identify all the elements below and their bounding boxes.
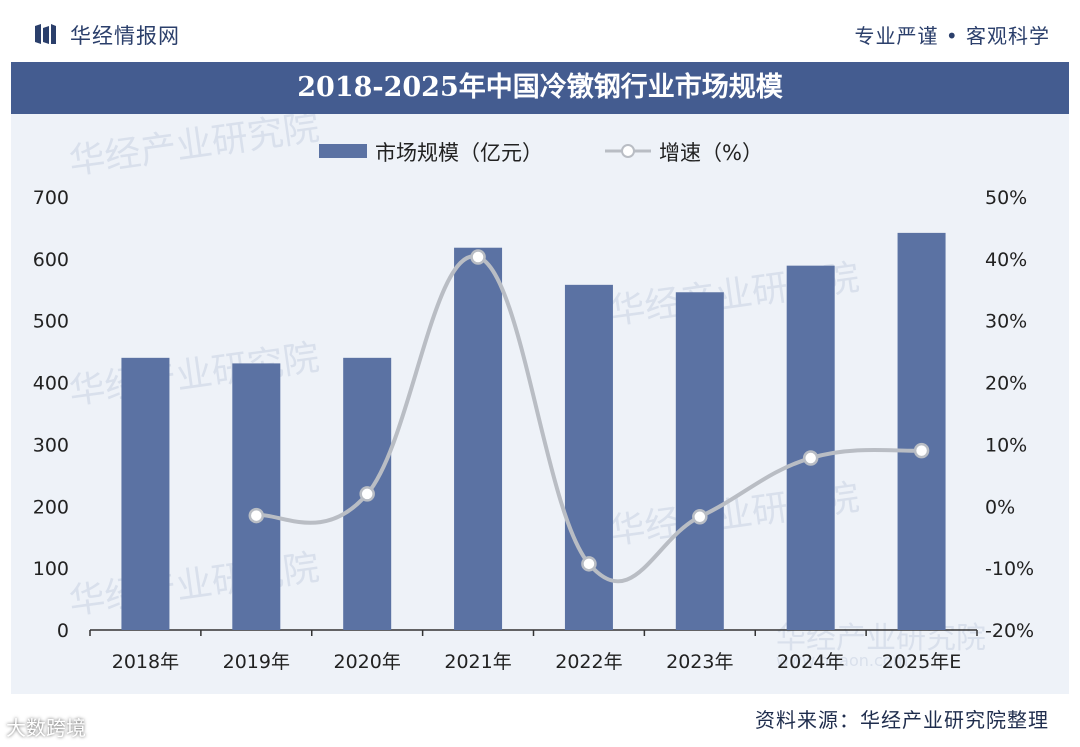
growth-point: [359, 486, 375, 502]
y-left-tick-label: 0: [57, 620, 69, 642]
watermark-text: 华经产业研究院: [67, 547, 322, 623]
y-left-tick-label: 100: [33, 558, 69, 580]
growth-point: [692, 509, 708, 525]
market-size-bar: [564, 284, 613, 630]
x-category-label: 2022年: [555, 651, 622, 673]
x-category-label: 2023年: [666, 651, 733, 673]
chart-title: 2018-2025年中国冷镦钢行业市场规模: [297, 72, 783, 103]
y-left-tick-label: 300: [33, 434, 69, 456]
y-right-tick-label: 30%: [985, 311, 1027, 333]
watermark-url: www.huaon.com: [776, 651, 908, 670]
watermark-text: 华经产业研究院: [67, 337, 322, 413]
market-size-bar: [786, 265, 835, 630]
market-size-bar: [675, 292, 724, 630]
x-category-label: 2024年: [777, 651, 844, 673]
y-left-tick-label: 400: [33, 373, 69, 395]
y-left-tick-label: 700: [33, 187, 69, 209]
x-category-label: 2018年: [112, 651, 179, 673]
y-right-tick-label: -20%: [985, 620, 1034, 642]
market-size-bar: [232, 363, 281, 630]
y-right-tick-label: -10%: [985, 558, 1034, 580]
growth-point: [581, 556, 597, 572]
market-size-bar: [121, 357, 170, 630]
x-category-label: 2020年: [334, 651, 401, 673]
bars: [121, 232, 946, 631]
title-bar: 2018-2025年中国冷镦钢行业市场规模: [11, 62, 1069, 114]
y-right-tick-label: 0%: [985, 496, 1015, 518]
header: 华经情报网 专业严谨 • 客观科学: [0, 0, 1080, 60]
legend-line-label: 增速（%）: [659, 141, 763, 165]
axis-labels: 0 100 200 300 400 500 600 700 -20% -10% 0% 10% 20% 30…: [33, 187, 1034, 673]
brand-name: 华经情报网: [70, 24, 180, 48]
legend-bar-label: 市场规模（亿元）: [375, 141, 543, 165]
market-size-bar: [897, 232, 946, 630]
market-size-bar: [454, 247, 503, 631]
x-category-label: 2025年E: [882, 651, 961, 673]
growth-point: [913, 442, 930, 459]
growth-line-path: [255, 254, 922, 584]
y-left-tick-label: 600: [33, 249, 69, 271]
y-right-tick-label: 50%: [985, 187, 1027, 209]
growth-point: [248, 507, 265, 524]
chart-svg: 华经产业研究院 华经产业研究院 华经产业研究院 华经产业研究院 华经产业研究院 …: [33, 114, 1034, 673]
corner-watermark: 大数跨境: [6, 716, 86, 740]
chart-area: 华经产业研究院 华经产业研究院 华经产业研究院 华经产业研究院 华经产业研究院 …: [11, 114, 1069, 694]
y-left-tick-label: 200: [33, 496, 69, 518]
growth-line: [248, 249, 930, 584]
y-right-tick-label: 40%: [985, 249, 1027, 271]
slogan: 专业严谨 • 客观科学: [854, 24, 1050, 48]
y-right-tick-label: 10%: [985, 434, 1027, 456]
growth-point: [470, 249, 486, 265]
brand-logo-icon: [35, 24, 56, 44]
growth-point: [802, 450, 819, 466]
legend-bar-swatch: [319, 144, 367, 158]
watermark-text: 华经产业研究院: [67, 114, 322, 183]
y-right-tick-label: 20%: [985, 373, 1027, 395]
legend: 市场规模（亿元） 增速（%）: [319, 141, 763, 165]
y-left-tick-label: 500: [33, 311, 69, 333]
footer: 资料来源：华经产业研究院整理: [11, 694, 1069, 741]
x-category-label: 2021年: [444, 651, 511, 673]
legend-line-marker: [621, 144, 635, 158]
watermark-group: 华经产业研究院 华经产业研究院 华经产业研究院 华经产业研究院 华经产业研究院 …: [67, 114, 986, 670]
x-category-label: 2019年: [223, 651, 290, 673]
source-note: 资料来源：华经产业研究院整理: [755, 708, 1049, 732]
